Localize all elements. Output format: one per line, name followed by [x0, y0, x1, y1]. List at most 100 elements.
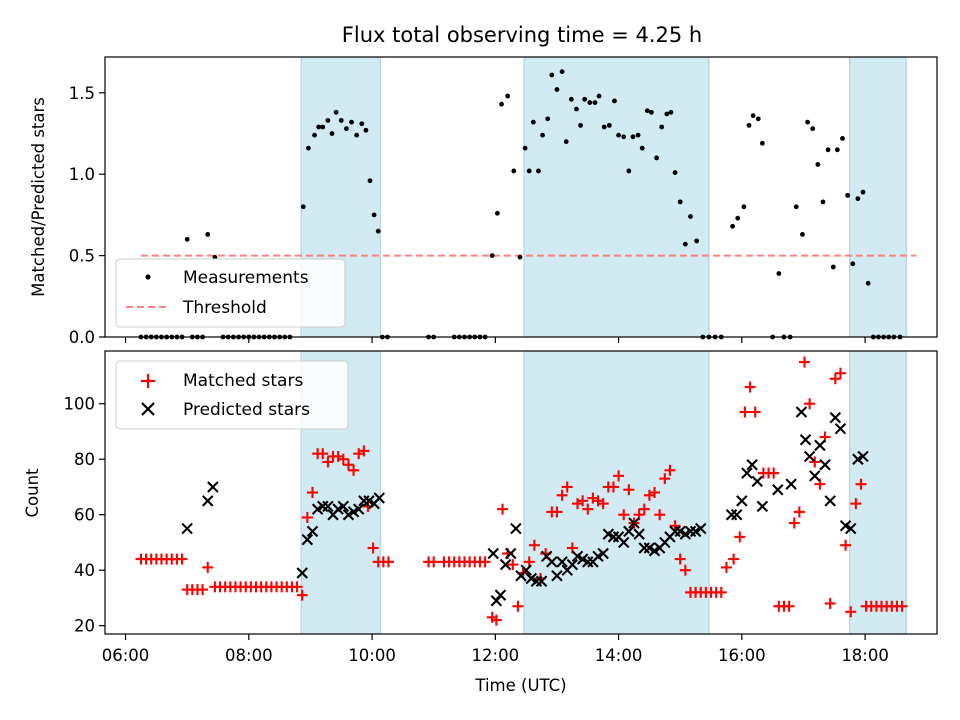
measurement-point	[830, 264, 836, 270]
measurement-point	[635, 132, 641, 138]
measurement-point	[333, 109, 339, 115]
measurement-point	[759, 140, 765, 146]
measurement-point	[682, 241, 688, 247]
measurement-point	[630, 134, 636, 140]
predicted-star-point	[857, 450, 869, 463]
matched-star-point	[613, 470, 625, 482]
measurement-point	[300, 204, 306, 210]
predicted-star-point	[358, 495, 370, 507]
matched-star-point	[845, 606, 857, 618]
measurement-point	[793, 204, 799, 210]
predicted-star-point	[499, 558, 512, 571]
predicted-star-point	[520, 564, 532, 576]
legend-predicted-marker	[141, 402, 155, 416]
predicted-star-point	[306, 525, 319, 538]
predicted-star-point	[597, 547, 609, 560]
predicted-star-point	[551, 569, 563, 582]
matched-star-point	[824, 597, 836, 609]
matched-star-point	[783, 600, 795, 612]
predicted-star-point	[741, 467, 753, 479]
y-tick-label: 40	[74, 561, 95, 580]
matched-star-point	[342, 459, 354, 471]
matched-star-point	[582, 503, 594, 515]
y-tick-label: 1.5	[69, 84, 95, 103]
legend-matched-marker	[141, 374, 155, 388]
measurement-point	[855, 196, 861, 202]
measurement-point	[505, 93, 511, 99]
predicted-star-point	[301, 533, 314, 546]
measurement-point	[354, 132, 360, 138]
matched-star-point	[607, 481, 619, 493]
measurement-point	[596, 93, 602, 99]
matched-star-point	[428, 556, 440, 568]
measurement-point	[559, 69, 565, 75]
matched-star-point	[669, 520, 681, 532]
measurement-point	[320, 124, 326, 130]
measurement-point	[639, 145, 645, 151]
measurement-point	[325, 118, 331, 123]
predicted-star-point	[504, 547, 517, 560]
measurement-point	[612, 98, 617, 104]
matched-star-point	[561, 481, 573, 493]
x-tick-label: 10:00	[348, 646, 396, 665]
matched-star-point	[296, 589, 308, 601]
matched-star-point	[659, 473, 671, 485]
measurement-point	[865, 280, 871, 286]
measurement-point	[815, 162, 821, 167]
measurement-point	[329, 131, 335, 136]
predicted-star-point	[623, 525, 635, 538]
bottom-xlabel: Time (UTC)	[474, 676, 566, 695]
x-tick-label: 06:00	[102, 646, 150, 665]
predicted-star-point	[337, 500, 350, 513]
measurement-point	[359, 121, 365, 127]
predicted-star-point	[695, 522, 707, 535]
measurement-point	[522, 145, 528, 151]
matched-star-point	[528, 539, 540, 551]
predicted-star-point	[607, 531, 620, 543]
predicted-star-point	[373, 492, 385, 504]
measurement-point	[825, 147, 831, 153]
matched-star-point	[855, 478, 867, 490]
matched-star-point	[291, 581, 303, 593]
matched-star-point	[768, 467, 780, 479]
matched-star-point	[322, 456, 334, 468]
matched-star-point	[597, 498, 609, 510]
measurement-point	[820, 199, 826, 205]
matched-star-point	[306, 487, 318, 498]
predicted-star-point	[317, 500, 329, 513]
predicted-star-point	[809, 470, 821, 482]
measurement-point	[805, 119, 810, 125]
measurement-point	[840, 135, 845, 141]
measurement-point	[845, 192, 851, 198]
matched-star-point	[512, 600, 524, 612]
measurement-point	[755, 116, 761, 122]
matched-star-point	[202, 561, 214, 573]
matched-star-point	[749, 406, 761, 418]
measurement-point	[554, 87, 560, 92]
x-tick-label: 12:00	[472, 646, 520, 665]
matched-star-point	[715, 586, 727, 598]
matched-star-point	[850, 498, 862, 510]
matched-star-point	[788, 517, 800, 529]
predicted-star-point	[556, 556, 568, 568]
measurement-point	[343, 126, 349, 132]
matched-star-point	[744, 381, 756, 393]
measurement-point	[371, 212, 377, 218]
measurement-point	[626, 168, 632, 174]
measurement-point	[677, 199, 683, 205]
measurement-point	[649, 109, 654, 115]
matched-star-point	[497, 503, 509, 515]
measurement-point	[540, 132, 545, 138]
observing-window-shade	[523, 56, 710, 338]
measurement-point	[494, 210, 500, 216]
predicted-star-point	[617, 536, 630, 549]
predicted-star-point	[352, 503, 365, 515]
matched-star-point	[834, 367, 846, 379]
predicted-star-point	[546, 556, 558, 568]
measurement-point	[312, 132, 317, 138]
measurement-point	[800, 232, 805, 237]
measurement-point	[668, 109, 674, 115]
measurement-point	[860, 189, 866, 195]
matched-star-point	[896, 600, 908, 612]
